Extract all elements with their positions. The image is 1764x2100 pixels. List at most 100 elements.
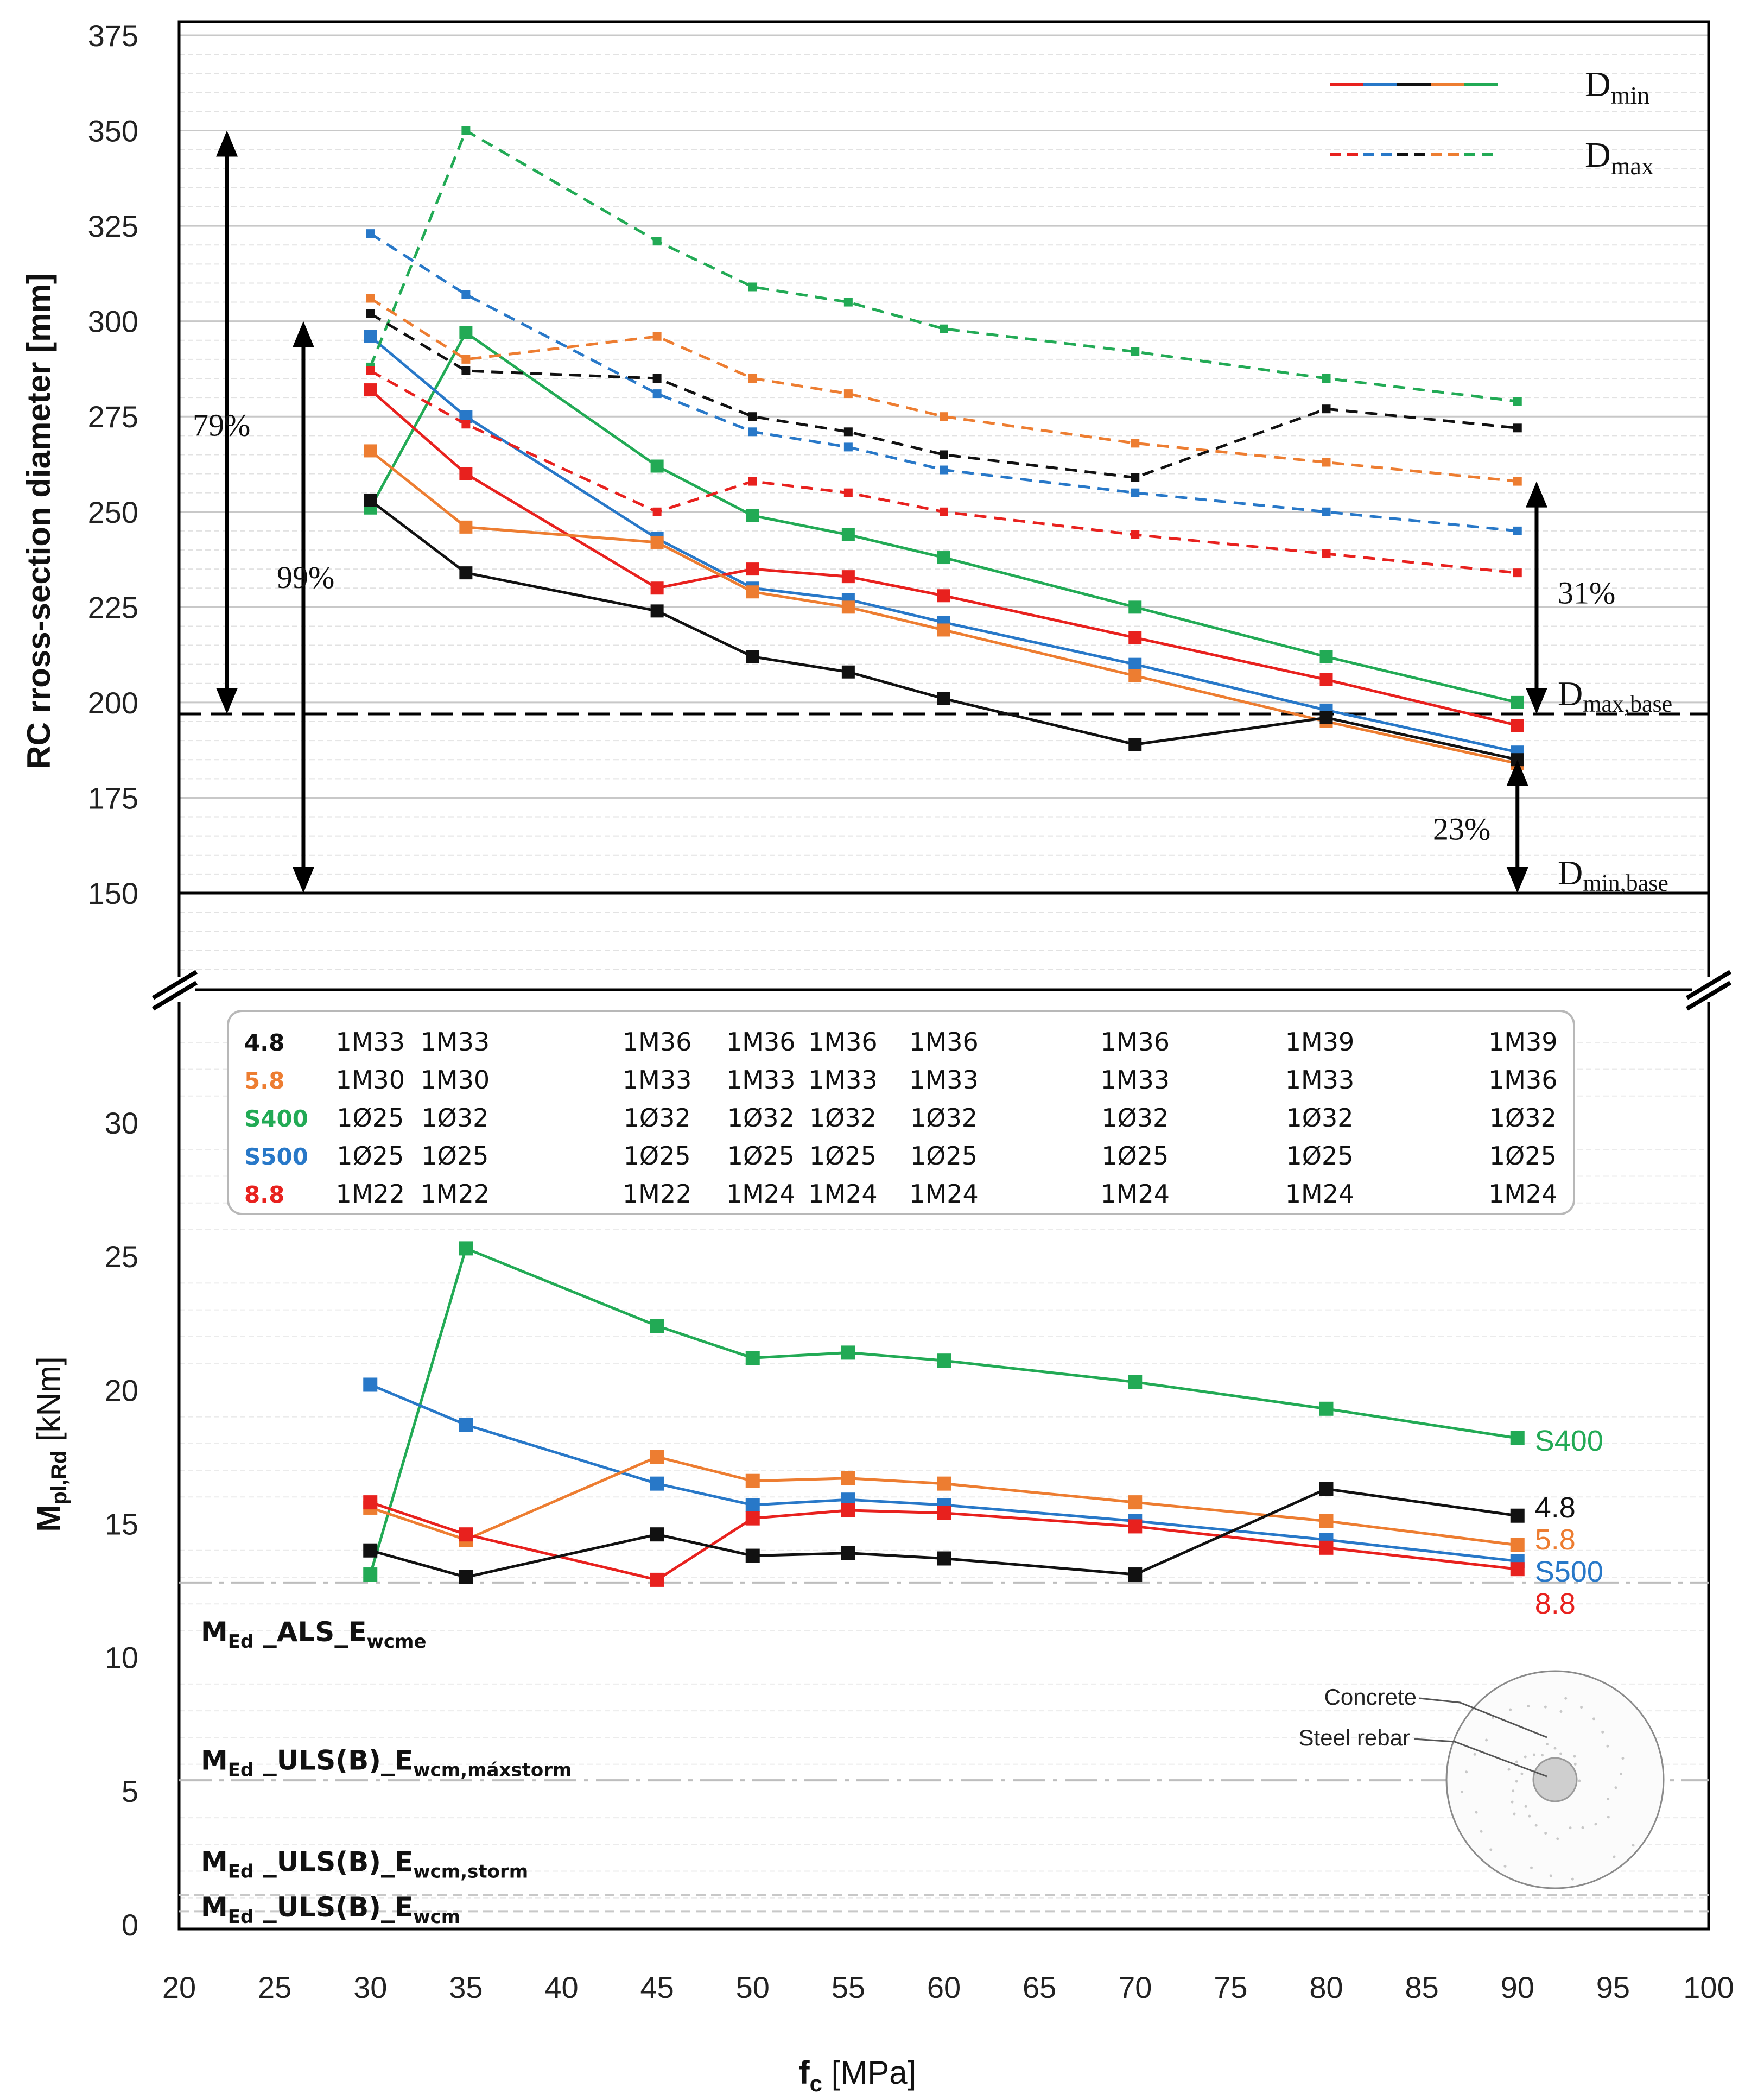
top-y-tick-label: 250 <box>88 495 138 529</box>
rebar-table-cell: 1M33 <box>1285 1065 1355 1095</box>
concrete-aggregate <box>1515 1780 1518 1783</box>
legend-label-main: D <box>1585 135 1611 175</box>
rebar-table-cell: 1M39 <box>1285 1027 1355 1057</box>
rebar-table-cell: 1Ø32 <box>910 1103 978 1133</box>
series-end-label-5.8: 5.8 <box>1535 1523 1576 1556</box>
rebar-table-cell: 1Ø32 <box>1489 1103 1557 1133</box>
rebar-table-cell: 1Ø25 <box>1489 1141 1557 1171</box>
bottom-point-8.8 <box>1319 1540 1334 1555</box>
bottom-point-S400 <box>363 1567 378 1582</box>
arrow-99-head-down <box>292 867 314 893</box>
rebar-table-cell: 1M36 <box>909 1027 979 1057</box>
med-label-sub2: wcme <box>366 1631 426 1653</box>
rebar-table-cell: 1Ø32 <box>624 1103 691 1133</box>
concrete-aggregate <box>1592 1717 1595 1721</box>
bottom-point-4.8 <box>363 1543 378 1558</box>
med-reference-label: MEd _ULS(B)_Ewcm,storm <box>201 1846 528 1883</box>
top-y-tick-label: 200 <box>88 686 138 720</box>
med-label-sub2: wcm <box>413 1906 460 1928</box>
top-y-tick-label: 175 <box>88 781 138 815</box>
bottom-y-tick-label: 25 <box>105 1239 138 1274</box>
top-point-dmax-S500 <box>1131 488 1140 497</box>
top-point-dmax-4.8 <box>652 374 662 383</box>
top-point-dmax-4.8 <box>1131 473 1140 482</box>
med-label-sub2: wcm,máxstorm <box>413 1759 572 1781</box>
x-tick-label: 45 <box>640 1970 674 2004</box>
med-label-sub1: Ed <box>228 1631 254 1653</box>
rebar-table-cell: 1Ø25 <box>421 1141 488 1171</box>
rebar-table-cell: 1M33 <box>726 1065 796 1095</box>
top-point-dmax-4.8 <box>1322 404 1331 414</box>
legend-label-sub: min <box>1611 81 1650 109</box>
arrow-99-head-up <box>292 321 314 347</box>
top-y-tick-label: 275 <box>88 400 138 434</box>
rebar-table-cell: 1Ø32 <box>421 1103 488 1133</box>
top-y-tick-label: 350 <box>88 114 138 148</box>
top-point-dmax-S400 <box>1131 347 1140 356</box>
rebar-table-grade: 5.8 <box>244 1067 284 1094</box>
bottom-y-tick-label: 15 <box>105 1507 138 1541</box>
axis-break-right <box>1685 970 1732 1011</box>
x-tick-label: 25 <box>258 1970 291 2004</box>
top-point-dmax-S500 <box>1322 507 1331 516</box>
med-label-main: M <box>201 1616 228 1648</box>
top-point-dmin-4.8 <box>1319 711 1333 724</box>
series-end-label-S400: S400 <box>1535 1425 1603 1457</box>
x-tick-label: 40 <box>544 1970 578 2004</box>
concrete-aggregate <box>1509 1708 1512 1711</box>
concrete-aggregate <box>1607 1816 1610 1819</box>
legend-label-max: Dmax <box>1585 135 1654 180</box>
series-end-label-S500: S500 <box>1535 1555 1603 1588</box>
rebar-table-cell: 1M33 <box>909 1065 979 1095</box>
top-point-dmax-8.8 <box>652 507 662 516</box>
top-y-tick-label: 225 <box>88 590 138 624</box>
x-tick-label: 50 <box>736 1970 770 2004</box>
concrete-aggregate <box>1532 1753 1535 1756</box>
bottom-y-axis-title: Mpl,Rd [kNm] <box>30 1356 71 1532</box>
annotation-99: 99% <box>277 560 334 595</box>
top-point-dmax-4.8 <box>940 450 948 459</box>
legend-label-sub: max <box>1611 152 1654 180</box>
concrete-aggregate <box>1534 1824 1538 1827</box>
bottom-point-S400 <box>1319 1401 1334 1416</box>
concrete-aggregate <box>1601 1730 1604 1734</box>
rebar-leader <box>1413 1738 1547 1778</box>
rebar-table-cell: 1M24 <box>909 1179 979 1209</box>
top-point-dmax-S500 <box>652 389 662 399</box>
concrete-aggregate <box>1556 1837 1559 1840</box>
top-point-dmin-8.8 <box>1511 719 1524 732</box>
arrow-79-head-up <box>216 130 238 157</box>
top-point-dmax-S400 <box>1513 397 1522 406</box>
top-point-dmin-S400 <box>1319 650 1333 663</box>
rebar-table-cell: 1M33 <box>623 1065 692 1095</box>
top-series <box>364 126 1524 770</box>
concrete-aggregate <box>1621 1757 1625 1760</box>
rebar-table-cell: 1M36 <box>808 1027 878 1057</box>
bottom-y-tick-label: 10 <box>105 1641 138 1675</box>
dmax-base-label: Dmax,base <box>1558 674 1672 717</box>
bottom-point-5.8 <box>650 1450 664 1464</box>
bottom-point-8.8 <box>1128 1519 1143 1534</box>
top-point-dmax-8.8 <box>1131 530 1140 539</box>
rebar-table-cell: 1M39 <box>1488 1027 1558 1057</box>
dmax-base-label-main: D <box>1558 674 1583 713</box>
x-tick-label: 75 <box>1214 1970 1247 2004</box>
dmin-base-label-sub: min,base <box>1583 870 1668 896</box>
bottom-point-4.8 <box>1319 1482 1334 1496</box>
top-point-dmin-5.8 <box>650 535 664 549</box>
concrete-aggregate <box>1606 1744 1609 1748</box>
bottom-y-tick-label: 5 <box>122 1774 138 1808</box>
concrete-aggregate <box>1607 1798 1610 1801</box>
bottom-point-S400 <box>1128 1375 1143 1389</box>
med-label-sub2: wcm,storm <box>413 1861 528 1883</box>
rebar-table-grade: S400 <box>244 1105 308 1132</box>
concrete-aggregate <box>1513 1812 1516 1816</box>
bottom-point-8.8 <box>363 1495 378 1510</box>
top-point-dmin-5.8 <box>937 623 950 637</box>
concrete-aggregate <box>1613 1855 1616 1858</box>
top-y-tick-label: 300 <box>88 305 138 339</box>
concrete-aggregate <box>1544 1831 1547 1835</box>
top-point-dmin-8.8 <box>459 467 473 480</box>
